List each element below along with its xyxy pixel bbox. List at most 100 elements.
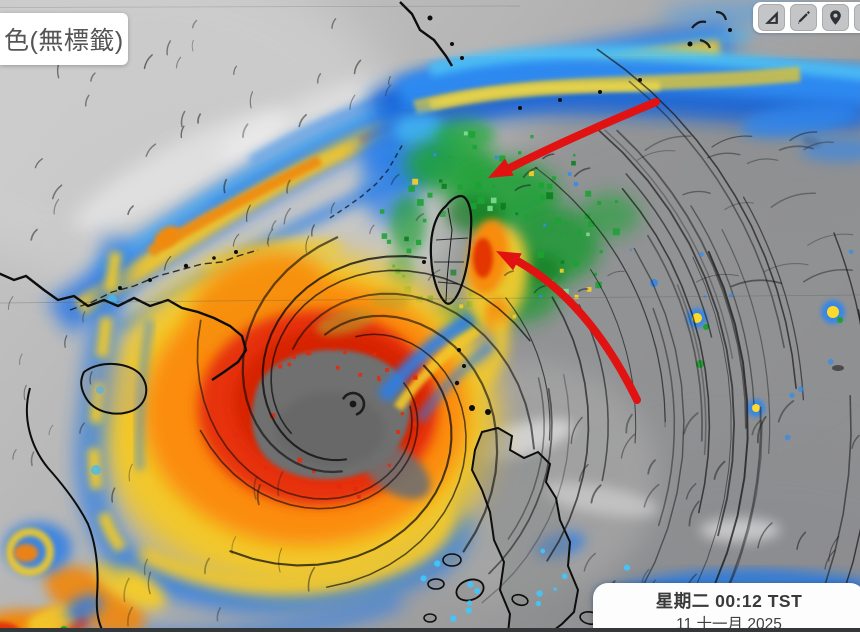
- speckle: [563, 221, 567, 225]
- penghu-dot: [422, 260, 426, 264]
- speckle: [422, 218, 427, 223]
- speckle: [573, 181, 579, 187]
- streamline: [223, 178, 228, 194]
- speckle: [408, 185, 415, 192]
- speckle: [381, 233, 388, 239]
- pencil-icon: [798, 11, 810, 24]
- arrowhead: [496, 251, 522, 271]
- speckle: [434, 560, 441, 567]
- streamline: [594, 126, 736, 537]
- speckle: [439, 179, 443, 183]
- annotation-arrow-south-shaft: [506, 253, 641, 404]
- speckle: [494, 155, 499, 160]
- layer-label-chip[interactable]: 色(無標籤): [0, 13, 128, 65]
- speckle: [599, 250, 603, 254]
- east-china-coastline: [399, 1, 454, 67]
- gray-core-dark: [275, 392, 385, 468]
- streamline: [286, 179, 291, 194]
- streamline: [533, 285, 546, 294]
- streamline: [30, 228, 38, 241]
- speckle: [413, 375, 418, 380]
- speckle: [537, 251, 545, 258]
- streamline: [505, 297, 551, 441]
- speckle: [490, 197, 497, 204]
- streamline: [307, 566, 316, 592]
- speckle: [585, 190, 592, 197]
- streamline: [730, 279, 783, 288]
- speckle: [540, 548, 546, 554]
- timeline-edge-bar[interactable]: [0, 627, 860, 632]
- speckle: [561, 573, 568, 580]
- streamline: [427, 269, 441, 281]
- streamline: [128, 463, 133, 482]
- streamline: [12, 449, 17, 460]
- orange-blob: [154, 226, 180, 248]
- streamline: [704, 406, 762, 632]
- streamline: [331, 18, 337, 29]
- cloud-wisp: [218, 78, 382, 162]
- measure-tool-button[interactable]: [758, 4, 785, 31]
- streamline: [246, 204, 251, 223]
- speckle: [623, 564, 631, 571]
- streamline: [277, 471, 284, 497]
- streamline: [145, 143, 157, 157]
- speckle: [553, 587, 557, 591]
- streamline: [680, 256, 732, 617]
- batanes-dot: [462, 364, 466, 368]
- blue-blob: [800, 138, 860, 162]
- corner-blue: [65, 594, 103, 622]
- draw-tool-button[interactable]: [790, 4, 817, 31]
- ryukyu-dot: [518, 106, 522, 110]
- streamline: [724, 202, 754, 211]
- island-dot: [148, 278, 152, 282]
- set-square-icon: [765, 11, 778, 24]
- speckle: [400, 412, 404, 416]
- streamline: [607, 270, 625, 277]
- streamline: [742, 196, 805, 401]
- streamline: [292, 292, 535, 450]
- location-pin-button[interactable]: [822, 4, 849, 31]
- speckle: [699, 251, 704, 257]
- speckle: [586, 287, 592, 292]
- speckle: [573, 154, 576, 157]
- speckle: [373, 352, 377, 356]
- china-coast-islands-line: [69, 249, 259, 311]
- streamline: [546, 296, 590, 562]
- speckle: [392, 264, 395, 268]
- speckle: [387, 463, 391, 467]
- south-blue-fringe: [59, 592, 403, 632]
- speckle: [413, 421, 418, 427]
- mindoro-island: [455, 578, 485, 602]
- streamline: [803, 141, 835, 151]
- streamline: [763, 263, 809, 273]
- navigate-tool-button[interactable]: [854, 4, 860, 31]
- speckle: [417, 199, 424, 206]
- streamline: [647, 459, 656, 475]
- streamline: [777, 400, 795, 423]
- speckle: [784, 434, 791, 441]
- streamline: [127, 606, 134, 627]
- batanes-dot: [454, 380, 460, 386]
- streamline: [270, 269, 531, 435]
- speckle: [798, 386, 804, 393]
- speckle: [536, 590, 543, 597]
- island-dot: [183, 263, 189, 269]
- vietnam-coastline: [25, 387, 105, 632]
- speckle: [595, 281, 602, 289]
- speckle: [528, 171, 534, 177]
- blue-blob: [740, 102, 860, 138]
- annotation-arrow-north-shaft: [498, 98, 660, 176]
- graticule: [0, 5, 860, 304]
- ryukyu-dot: [558, 98, 562, 102]
- yellow-core: [428, 81, 661, 110]
- streamline: [298, 113, 307, 128]
- speckle: [264, 466, 268, 470]
- streamline: [628, 80, 785, 349]
- island-dot: [118, 286, 122, 290]
- streamline: [89, 371, 93, 385]
- cloud-wisp: [700, 518, 780, 542]
- time-panel: 星期二 00:12 TST 11 十一月 2025: [593, 583, 860, 632]
- speckle: [433, 153, 437, 157]
